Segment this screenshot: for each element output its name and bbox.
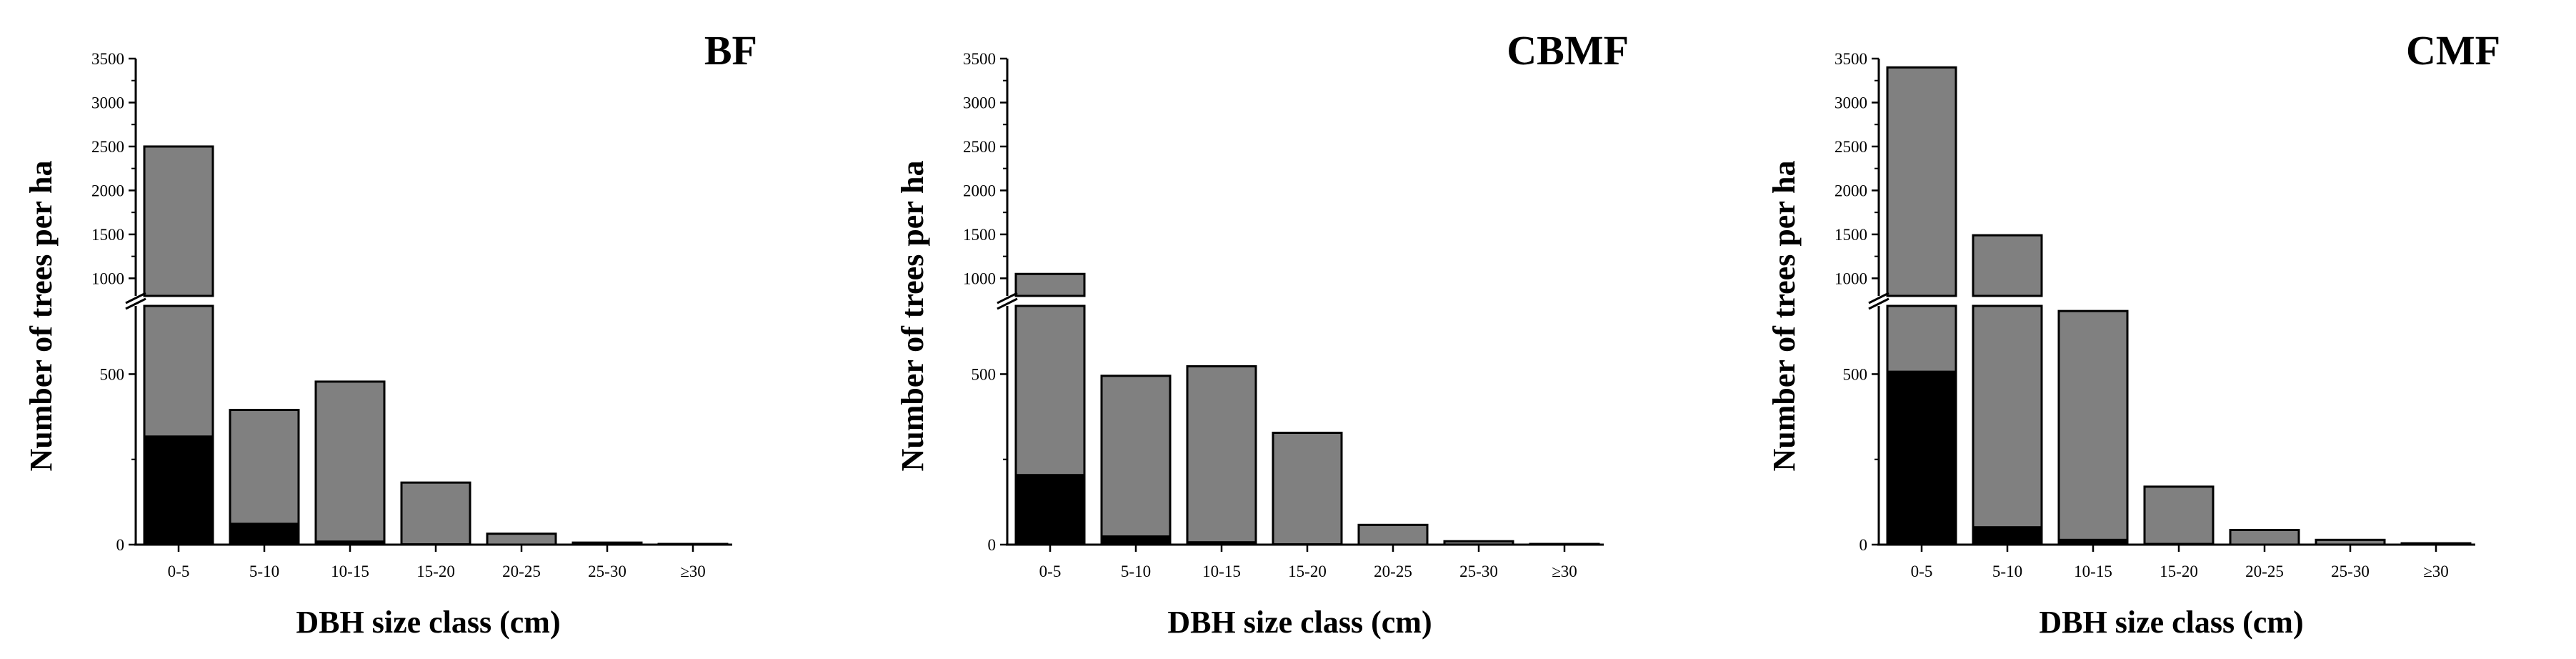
y-tick-label: 2500 bbox=[91, 138, 124, 156]
bar-subset-0-5 bbox=[1015, 474, 1085, 546]
bar-total-upper-0-5 bbox=[1014, 272, 1086, 297]
panel-title: CMF bbox=[2406, 27, 2500, 74]
panel-title: BF bbox=[704, 27, 757, 74]
x-tick-label: 25-30 bbox=[588, 563, 626, 580]
y-tick-label: 2500 bbox=[963, 138, 996, 156]
y-tick-label: 1500 bbox=[1834, 226, 1867, 244]
axis-break-mark bbox=[997, 292, 1018, 304]
bar-total-5-10 bbox=[1972, 304, 2043, 546]
axis-break-mark bbox=[125, 292, 146, 304]
bar-subset-5-10 bbox=[229, 522, 299, 545]
bar-total-15-20 bbox=[2143, 485, 2215, 546]
x-tick-label: 15-20 bbox=[416, 563, 455, 580]
y-axis-title: Number of trees per ha bbox=[895, 160, 930, 471]
bar-subset-0-5 bbox=[1887, 370, 1957, 546]
bar-subset-5-10 bbox=[1101, 535, 1171, 545]
y-tick-label: 1500 bbox=[91, 226, 124, 244]
x-tick-label: 15-20 bbox=[1288, 563, 1327, 580]
bar-total-20-25 bbox=[1357, 523, 1429, 546]
y-tick-label: 500 bbox=[972, 365, 997, 383]
x-tick-label: 5-10 bbox=[1992, 563, 2022, 580]
y-tick-label: 0 bbox=[116, 536, 125, 554]
x-tick-label: 20-25 bbox=[1374, 563, 1412, 580]
bar-total-5-10 bbox=[229, 409, 300, 546]
bar-subset-5-10 bbox=[1972, 526, 2042, 546]
y-tick-label: 1000 bbox=[91, 269, 124, 287]
x-tick-label: 10-15 bbox=[2074, 563, 2112, 580]
bar-total-5-10 bbox=[1100, 375, 1172, 546]
y-tick-label: 1000 bbox=[1834, 269, 1867, 287]
chart-panel-bf: 0-5 5-10 10-15 15-20 20-25 25-30 ≥30 0 500 1000 15… bbox=[24, 27, 757, 640]
y-tick-label: 500 bbox=[100, 365, 125, 383]
x-tick-label: 0-5 bbox=[1911, 563, 1933, 580]
x-axis-title: DBH size class (cm) bbox=[296, 605, 560, 640]
x-axis-title: DBH size class (cm) bbox=[2039, 605, 2303, 640]
y-tick-label: 2500 bbox=[1834, 138, 1867, 156]
bar-total-20-25 bbox=[486, 532, 557, 546]
x-tick-label: 20-25 bbox=[2245, 563, 2284, 580]
chart-panel-cmf: 0-5 5-10 10-15 15-20 20-25 25-30 ≥30 0 500 1000 15… bbox=[1767, 27, 2500, 640]
y-tick-label: 0 bbox=[988, 536, 997, 554]
x-tick-label: ≥30 bbox=[1552, 563, 1577, 580]
y-axis-title: Number of trees per ha bbox=[24, 160, 59, 471]
bar-total-10-15 bbox=[2057, 309, 2129, 546]
y-tick-label: 3500 bbox=[91, 50, 124, 68]
y-tick-label: 2000 bbox=[91, 182, 124, 199]
y-tick-label: 1500 bbox=[963, 226, 996, 244]
x-tick-label: 15-20 bbox=[2160, 563, 2198, 580]
x-tick-label: 10-15 bbox=[1202, 563, 1241, 580]
axis-break-mark bbox=[1868, 292, 1889, 304]
y-tick-label: 3500 bbox=[963, 50, 996, 68]
y-tick-label: 0 bbox=[1859, 536, 1868, 554]
y-tick-label: 1000 bbox=[963, 269, 996, 287]
y-tick-label: 3500 bbox=[1834, 50, 1867, 68]
bar-subset-0-5 bbox=[144, 435, 214, 545]
x-axis-title: DBH size class (cm) bbox=[1167, 605, 1432, 640]
y-tick-label: 2000 bbox=[1834, 182, 1867, 199]
axis-break-mark bbox=[1868, 297, 1889, 310]
bar-total-upper-5-10 bbox=[1972, 234, 2043, 297]
x-tick-label: ≥30 bbox=[680, 563, 706, 580]
y-tick-label: 500 bbox=[1843, 365, 1868, 383]
y-tick-label: 3000 bbox=[1834, 94, 1867, 112]
x-tick-label: 0-5 bbox=[168, 563, 190, 580]
x-tick-label: 0-5 bbox=[1039, 563, 1062, 580]
bar-total-15-20 bbox=[400, 481, 471, 546]
chart-panel-cbmf: 0-5 5-10 10-15 15-20 20-25 25-30 ≥30 0 500 1000 15… bbox=[895, 27, 1629, 640]
x-tick-label: 25-30 bbox=[2331, 563, 2370, 580]
y-tick-label: 3000 bbox=[91, 94, 124, 112]
bar-total-10-15 bbox=[1186, 365, 1257, 546]
bar-total-15-20 bbox=[1272, 431, 1343, 546]
x-tick-label: 20-25 bbox=[502, 563, 541, 580]
y-tick-label: 3000 bbox=[963, 94, 996, 112]
x-tick-label: 5-10 bbox=[249, 563, 279, 580]
bar-total-20-25 bbox=[2229, 528, 2300, 546]
y-tick-label: 2000 bbox=[963, 182, 996, 199]
bar-total-upper-0-5 bbox=[1886, 66, 1957, 297]
axis-break-mark bbox=[997, 297, 1018, 310]
panel-title: CBMF bbox=[1507, 27, 1629, 74]
bar-total-10-15 bbox=[314, 380, 386, 546]
x-tick-label: 10-15 bbox=[331, 563, 369, 580]
axis-break-mark bbox=[125, 297, 146, 310]
y-axis-title: Number of trees per ha bbox=[1767, 160, 1802, 471]
x-tick-label: ≥30 bbox=[2423, 563, 2449, 580]
x-tick-label: 5-10 bbox=[1121, 563, 1151, 580]
x-tick-label: 25-30 bbox=[1459, 563, 1498, 580]
bar-total-upper-0-5 bbox=[143, 145, 214, 297]
